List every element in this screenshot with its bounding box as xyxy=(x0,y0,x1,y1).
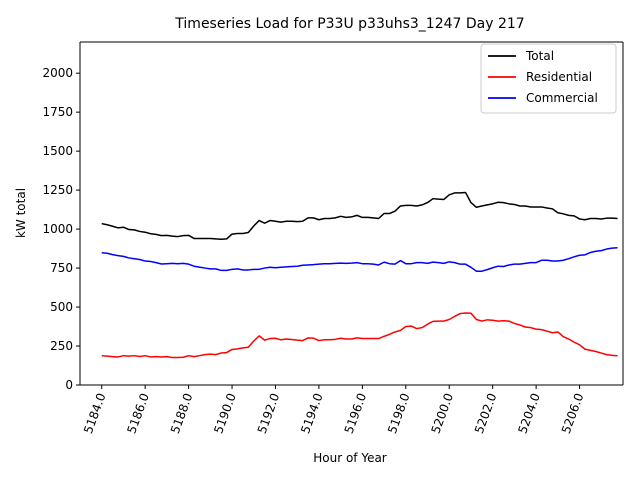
series-line-commercial xyxy=(101,247,618,272)
y-tick-label: 1750 xyxy=(42,105,73,119)
legend-label-total: Total xyxy=(525,49,554,63)
y-tick-label: 250 xyxy=(50,339,73,353)
y-tick-label: 1250 xyxy=(42,183,73,197)
y-tick-label: 0 xyxy=(65,378,73,392)
y-tick-label: 1000 xyxy=(42,222,73,236)
y-tick-label: 750 xyxy=(50,261,73,275)
legend-label-commercial: Commercial xyxy=(526,91,598,105)
y-axis-label: kW total xyxy=(14,188,28,238)
legend-box xyxy=(480,43,617,114)
chart-title: Timeseries Load for P33U p33uhs3_1247 Da… xyxy=(174,16,524,32)
legend: Total Residential Commercial xyxy=(480,43,617,114)
legend-label-residential: Residential xyxy=(526,70,592,84)
y-tick-label: 2000 xyxy=(42,66,73,80)
x-axis-label: Hour of Year xyxy=(313,451,387,465)
series-line-total xyxy=(101,191,618,240)
legend-entries: Total Residential Commercial xyxy=(488,49,598,105)
y-tick-label: 1500 xyxy=(42,144,73,158)
axes-frame xyxy=(79,41,624,386)
series-line-residential xyxy=(101,312,618,359)
y-axis-ticks: 0 250 500 750 1000 1250 1500 1750 2000 xyxy=(42,66,80,392)
y-tick-label: 500 xyxy=(50,300,73,314)
series-layer xyxy=(101,191,618,359)
